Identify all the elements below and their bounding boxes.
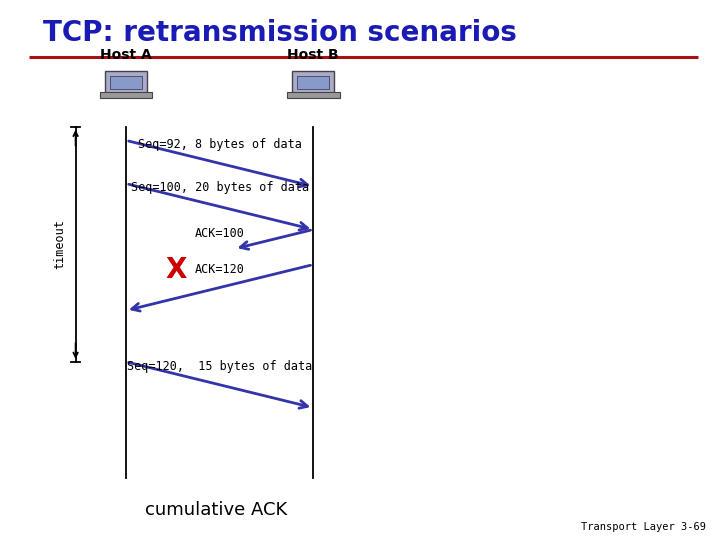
Bar (297, 76, 329, 89)
Text: Transport Layer 3-69: Transport Layer 3-69 (580, 522, 706, 532)
Text: cumulative ACK: cumulative ACK (145, 501, 287, 519)
Text: Seq=100, 20 bytes of data: Seq=100, 20 bytes of data (130, 181, 309, 194)
FancyBboxPatch shape (99, 92, 153, 98)
FancyBboxPatch shape (105, 71, 147, 94)
Text: timeout: timeout (53, 219, 66, 269)
Text: Host B: Host B (287, 48, 339, 62)
FancyBboxPatch shape (292, 71, 334, 94)
Text: Host A: Host A (100, 48, 152, 62)
Text: ACK=100: ACK=100 (194, 227, 245, 240)
Bar (110, 76, 142, 89)
Text: TCP: retransmission scenarios: TCP: retransmission scenarios (43, 19, 517, 47)
Text: ACK=120: ACK=120 (194, 264, 245, 276)
Text: Seq=92, 8 bytes of data: Seq=92, 8 bytes of data (138, 138, 302, 151)
FancyBboxPatch shape (287, 92, 340, 98)
Text: X: X (166, 256, 187, 284)
Text: Seq=120,  15 bytes of data: Seq=120, 15 bytes of data (127, 360, 312, 373)
